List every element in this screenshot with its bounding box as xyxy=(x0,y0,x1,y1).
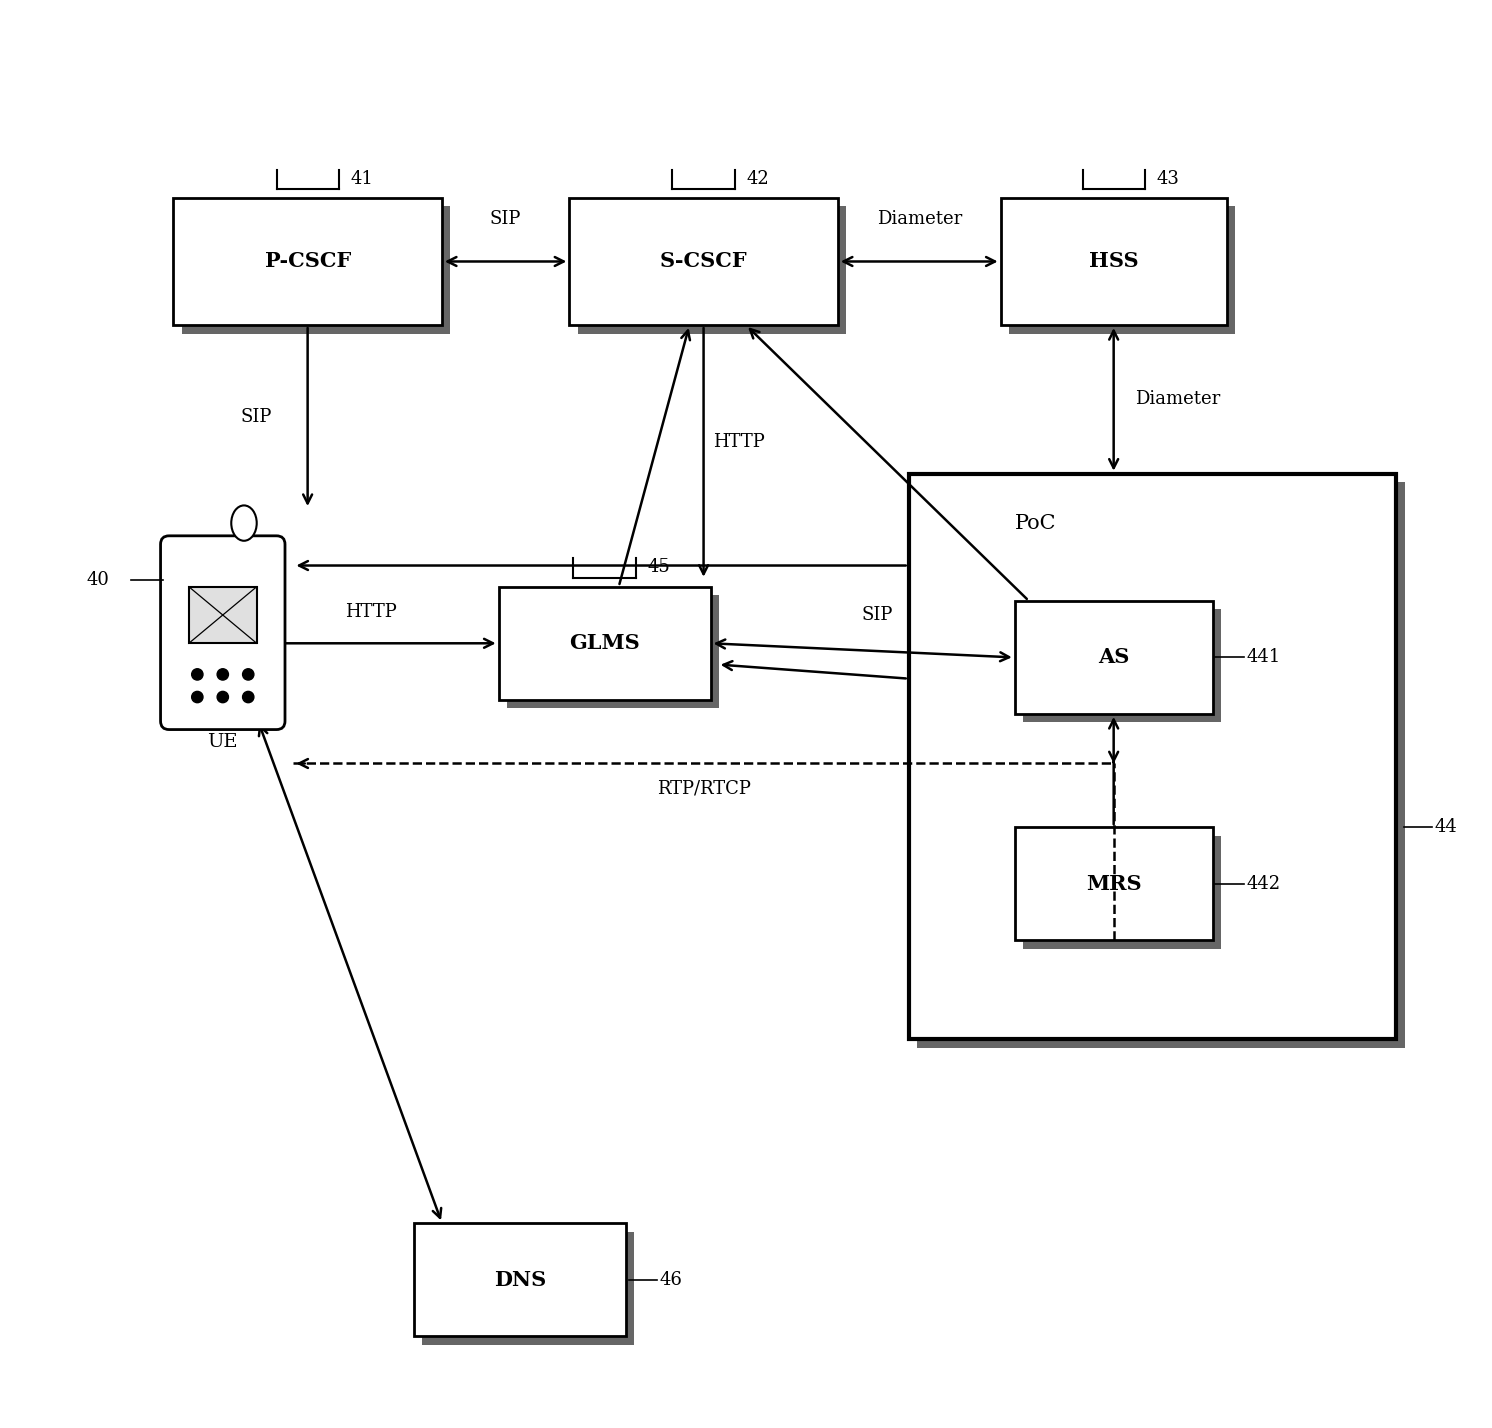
Bar xyxy=(909,474,1397,1040)
Bar xyxy=(577,206,846,334)
Bar xyxy=(1009,206,1235,334)
Bar xyxy=(1015,601,1213,714)
Text: 45: 45 xyxy=(648,558,670,577)
Bar xyxy=(1024,610,1220,723)
Bar xyxy=(498,587,710,700)
Text: RTP/RTCP: RTP/RTCP xyxy=(656,780,750,798)
Bar xyxy=(182,206,451,334)
Text: Diameter: Diameter xyxy=(1135,390,1220,408)
Text: P-CSCF: P-CSCF xyxy=(264,251,351,271)
Text: 441: 441 xyxy=(1247,648,1280,667)
Circle shape xyxy=(243,668,254,680)
Text: PoC: PoC xyxy=(1015,514,1056,533)
Text: 44: 44 xyxy=(1435,818,1458,837)
Text: SIP: SIP xyxy=(489,210,521,228)
Text: 442: 442 xyxy=(1247,875,1280,892)
Bar xyxy=(570,198,839,326)
Text: Diameter: Diameter xyxy=(877,210,962,228)
Bar xyxy=(1015,827,1213,940)
Text: 41: 41 xyxy=(351,170,373,187)
Bar xyxy=(1001,198,1226,326)
Circle shape xyxy=(243,691,254,703)
Circle shape xyxy=(191,668,203,680)
FancyBboxPatch shape xyxy=(161,536,285,730)
Text: HSS: HSS xyxy=(1089,251,1138,271)
Ellipse shape xyxy=(231,506,257,541)
Text: DNS: DNS xyxy=(494,1269,546,1289)
Text: 40: 40 xyxy=(87,571,109,588)
Bar xyxy=(918,483,1405,1048)
Text: HTTP: HTTP xyxy=(713,433,765,451)
Text: SIP: SIP xyxy=(861,605,892,624)
Text: AS: AS xyxy=(1098,647,1129,667)
Text: 46: 46 xyxy=(659,1271,683,1288)
Circle shape xyxy=(218,691,228,703)
Bar xyxy=(173,198,442,326)
Text: SIP: SIP xyxy=(240,408,272,426)
Text: UE: UE xyxy=(207,734,239,751)
Circle shape xyxy=(218,668,228,680)
Bar xyxy=(422,1231,634,1345)
Text: 42: 42 xyxy=(746,170,768,187)
Text: S-CSCF: S-CSCF xyxy=(659,251,747,271)
Bar xyxy=(189,587,257,643)
Bar xyxy=(1024,835,1220,948)
Circle shape xyxy=(191,691,203,703)
Text: HTTP: HTTP xyxy=(345,603,397,621)
Text: MRS: MRS xyxy=(1086,874,1141,894)
Text: GLMS: GLMS xyxy=(570,633,640,653)
Text: 43: 43 xyxy=(1156,170,1179,187)
Bar xyxy=(507,595,719,708)
Bar xyxy=(413,1222,625,1337)
